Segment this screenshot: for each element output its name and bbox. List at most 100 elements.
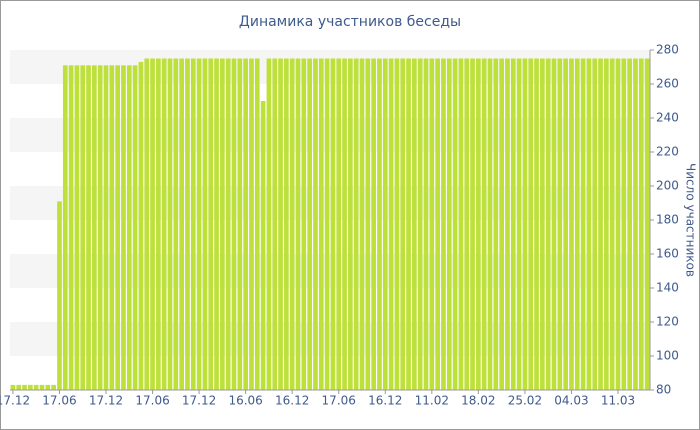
y-tick-label: 120 (656, 315, 679, 329)
x-tick-label: 17.06 (42, 394, 76, 408)
y-tick-label: 180 (656, 213, 679, 227)
bar (557, 58, 563, 390)
bar (412, 58, 417, 390)
bar (452, 58, 458, 390)
bar (68, 65, 74, 391)
bar (10, 384, 16, 390)
bar (441, 58, 446, 390)
bar (243, 58, 248, 390)
bar (400, 58, 406, 390)
bar (138, 61, 144, 391)
bar (382, 58, 388, 390)
bar (569, 58, 574, 390)
bar (51, 384, 56, 390)
bar (545, 58, 551, 390)
bar (481, 58, 487, 390)
y-tick-label: 140 (656, 281, 679, 295)
bar (231, 58, 237, 390)
bar (318, 58, 324, 390)
bar (324, 58, 330, 390)
bar (348, 58, 353, 390)
bar (301, 58, 307, 390)
x-tick-label: 04.03 (554, 394, 588, 408)
x-tick-label: 16.12 (368, 394, 402, 408)
y-tick-label: 240 (656, 111, 679, 125)
bar (57, 201, 62, 390)
y-tick-label: 80 (656, 383, 671, 397)
bar (156, 58, 161, 390)
x-tick-label: 18.02 (461, 394, 495, 408)
bar (574, 58, 580, 390)
bar (272, 58, 278, 390)
bar (28, 384, 33, 390)
bar (74, 65, 80, 391)
x-tick-label: 16.12 (275, 394, 309, 408)
bar (493, 58, 499, 390)
bar (161, 58, 167, 390)
bar (278, 58, 283, 390)
bar (225, 58, 231, 390)
bar (522, 58, 528, 390)
x-tick-label: 11.02 (415, 394, 449, 408)
x-tick-label: 11.03 (601, 394, 635, 408)
x-tick-label: 17.12 (89, 394, 123, 408)
bar (435, 58, 440, 390)
bar (476, 58, 481, 390)
y-tick-label: 220 (656, 145, 679, 159)
bar (406, 58, 411, 390)
bar (92, 65, 97, 391)
bar (586, 58, 592, 390)
bar (563, 58, 568, 390)
bar (458, 58, 464, 390)
bar (307, 58, 312, 390)
y-tick-label: 280 (656, 43, 679, 57)
bar (289, 58, 295, 390)
bar (284, 58, 289, 390)
bar (86, 65, 91, 391)
bar (464, 58, 470, 390)
y-tick-label: 160 (656, 247, 679, 261)
bar (621, 58, 627, 390)
bar (16, 384, 22, 390)
bar (615, 58, 621, 390)
bar (359, 58, 365, 390)
bar (126, 65, 132, 391)
y-axis-title: Число участников (684, 163, 698, 277)
bar (534, 58, 539, 390)
x-tick-label: 16.06 (228, 394, 262, 408)
bar (540, 58, 545, 390)
bar (144, 58, 150, 390)
bar (179, 58, 184, 390)
bar (499, 58, 504, 390)
bar (260, 101, 266, 390)
bar (208, 58, 214, 390)
bar (446, 58, 452, 390)
y-tick-label: 260 (656, 77, 679, 91)
bar (190, 58, 196, 390)
bar (237, 58, 243, 390)
bar (377, 58, 382, 390)
bar (353, 58, 359, 390)
bar (39, 384, 45, 390)
bar (266, 58, 272, 390)
bar (115, 65, 120, 391)
y-tick-label: 200 (656, 179, 679, 193)
bar (214, 58, 219, 390)
bar (423, 58, 429, 390)
bar (220, 58, 225, 390)
bar (371, 58, 376, 390)
bar (22, 384, 27, 390)
bar (638, 58, 644, 390)
x-tick-label: 25.02 (508, 394, 542, 408)
bar (196, 58, 202, 390)
bar (528, 58, 534, 390)
bar (505, 58, 510, 390)
bar (592, 58, 598, 390)
bar (609, 58, 615, 390)
bar (551, 58, 557, 390)
x-tick-label: 17.12 (0, 394, 30, 408)
bar (80, 65, 86, 391)
bar (202, 58, 208, 390)
bar (516, 58, 522, 390)
